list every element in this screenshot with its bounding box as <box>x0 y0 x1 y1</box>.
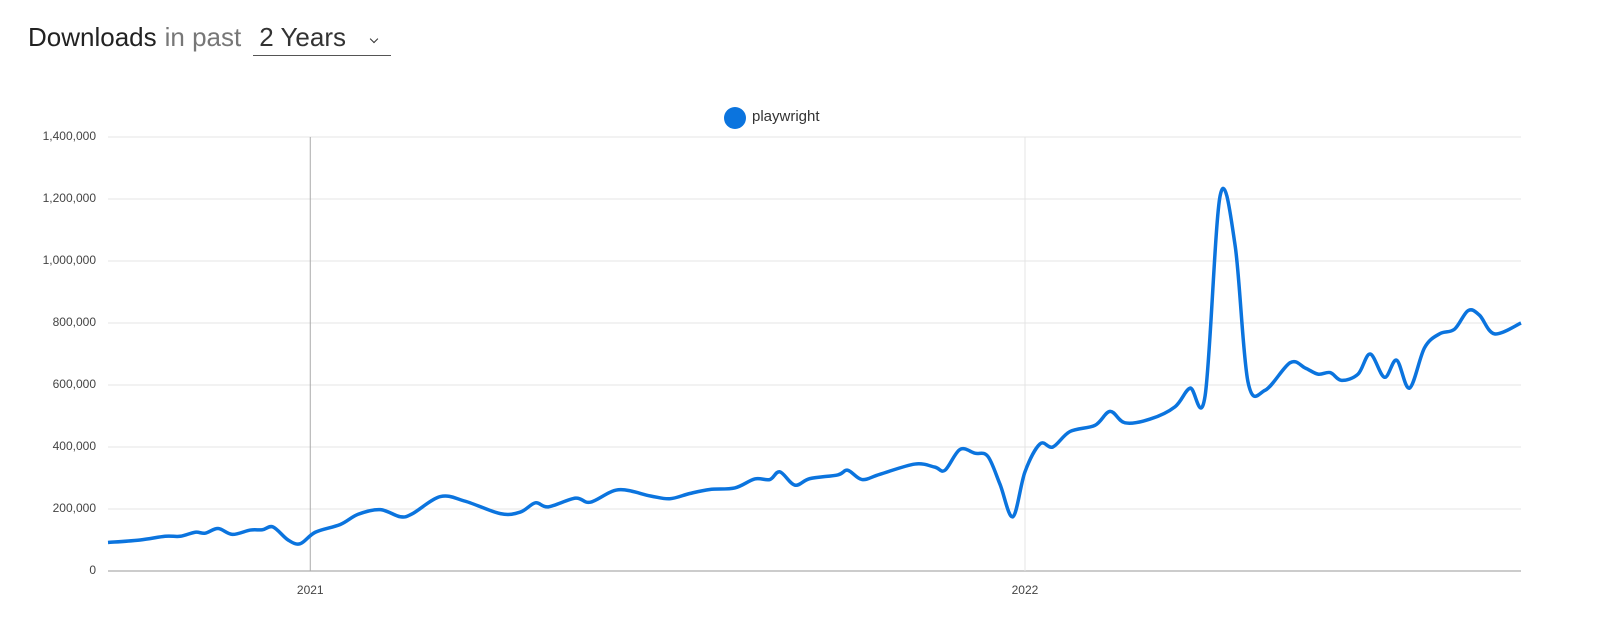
y-tick-label: 1,400,000 <box>43 129 97 143</box>
x-tick-label: 2021 <box>297 583 324 597</box>
y-tick-label: 200,000 <box>53 501 97 515</box>
qualifier: in past <box>164 22 242 52</box>
title: Downloads <box>28 22 157 52</box>
x-tick-label: 2022 <box>1012 583 1039 597</box>
header: Downloads in past 2 Years <box>28 22 392 56</box>
y-tick-label: 1,000,000 <box>43 253 97 267</box>
y-tick-label: 1,200,000 <box>43 191 97 205</box>
y-tick-label: 600,000 <box>53 377 97 391</box>
y-tick-label: 400,000 <box>53 439 97 453</box>
y-tick-label: 800,000 <box>53 315 97 329</box>
legend-label: playwright <box>752 108 820 125</box>
period-select[interactable]: 2 Years <box>253 22 392 56</box>
legend-swatch <box>724 107 746 129</box>
line <box>107 186 1522 546</box>
y-tick-label: 0 <box>89 563 96 577</box>
